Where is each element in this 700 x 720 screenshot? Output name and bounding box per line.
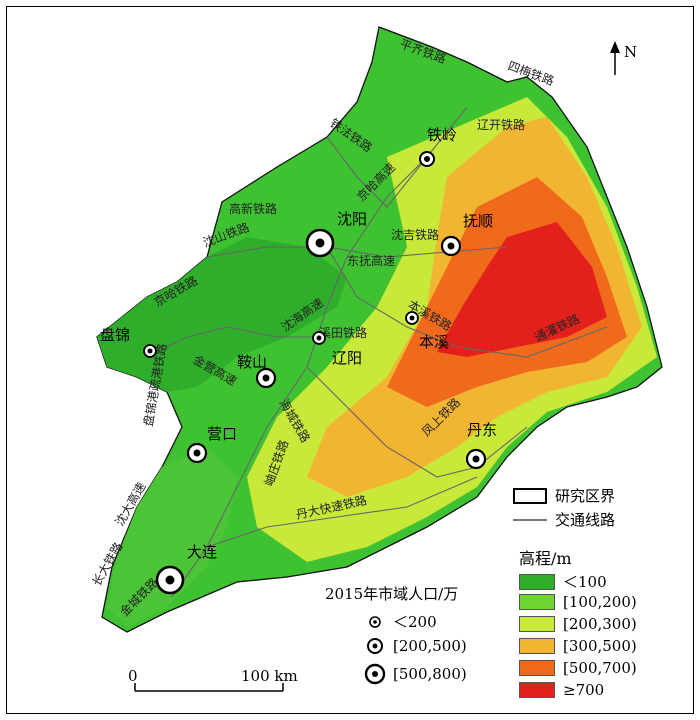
name-liaoyang: 辽阳 [332,349,362,367]
label-shenji: 沈吉铁路 [391,227,439,242]
elevation-class-label: [300,500) [563,637,637,655]
map-canvas: 平齐铁路 四梅铁路 辽开铁路 铁法铁路 京哈高速 高新铁路 沈山铁路 沈吉铁路 … [89,26,663,692]
elevation-swatch [519,660,555,676]
elevation-class-row: ≥700 [519,681,604,699]
legend-lines: 研究区界 交通线路 [513,483,693,533]
label-liaokai: 辽开铁路 [477,117,525,132]
map-frame: 平齐铁路 四梅铁路 辽开铁路 铁法铁路 京哈高速 高新铁路 沈山铁路 沈吉铁路 … [6,6,694,714]
elevation-swatch [519,682,555,698]
label-xixi: 溪田铁路 [319,325,367,340]
elevation-class-row: [300,500) [519,637,637,655]
label-dongfu: 东抚高速 [347,253,395,268]
elevation-title: 高程/m [519,549,572,568]
city-tieling [419,151,435,167]
city-panjin [143,344,157,358]
elevation-class-row: [500,700) [519,659,637,677]
boundary-swatch [513,487,547,504]
elevation-class-row: ＜100 [519,571,607,592]
name-yingkou: 营口 [207,425,237,443]
elevation-swatch [519,594,555,610]
scale-end: 100 km [241,667,298,685]
elevation-class-row: [100,200) [519,593,637,611]
pop-small-symbol [369,615,381,628]
north-label: N [624,43,637,61]
railway-line [326,246,608,358]
city-fushun [440,235,462,257]
name-fushun: 抚顺 [463,212,493,230]
city-benxi [405,311,419,325]
pop-class-large: [500,800) [363,663,467,685]
north-arrow: N [610,41,637,75]
traffic-swatch [513,518,547,521]
elevation-class-label: ＜100 [563,573,607,591]
railway-line [206,476,478,548]
legend-elevation: 高程/m ＜100 [100,200) [200,300) [300,500) [500… [519,545,689,710]
name-anshan: 鞍山 [237,353,267,371]
railway-line [326,136,428,208]
elevation-class-row: [200,300) [519,615,637,633]
name-panjin: 盘锦 [100,326,130,344]
legend-population: 2015年市域人口/万 ＜200 [200,500) [500,800) [325,583,515,693]
city-dandong [465,448,487,470]
legend-traffic-label: 交通线路 [555,511,616,529]
city-markers [143,151,487,595]
legend-boundary: 研究区界 [513,485,615,506]
lowland-zone [97,237,347,392]
elevation-class-label: ≥700 [563,681,605,699]
pop-class-medium: [200,500) [363,636,467,656]
name-tieling: 铁岭 [427,126,457,144]
pop-medium-label: [200,500) [393,637,467,655]
coastal-lowland [107,447,237,627]
legend-traffic: 交通线路 [513,509,615,530]
elevation-class-label: [200,300) [563,615,637,633]
name-dandong: 丹东 [467,421,497,439]
legend-boundary-label: 研究区界 [555,487,616,505]
name-shenyang: 沈阳 [337,210,367,228]
pop-large-label: [500,800) [393,665,467,683]
elevation-swatch [519,638,555,654]
population-title: 2015年市域人口/万 [325,585,459,603]
city-liaoyang [312,331,326,345]
scale-bar: 0 100 km [128,667,298,692]
city-shenyang [305,228,335,258]
elevation-class-label: [500,700) [563,659,637,677]
pop-large-symbol [364,663,386,685]
elevation-swatch [519,616,555,632]
name-dalian: 大连 [187,543,217,561]
city-dalian [155,565,185,595]
city-anshan [255,367,277,389]
pop-medium-symbol [367,638,383,654]
scale-zero: 0 [128,667,138,685]
elevation-swatch [519,573,555,590]
elevation-class-label: [100,200) [563,593,637,611]
pop-small-label: ＜200 [393,613,437,631]
high-mountain-zone [437,222,607,357]
city-yingkou [186,442,208,464]
label-gaoxin: 高新铁路 [229,201,277,216]
railway-line [146,326,317,358]
name-benxi: 本溪 [419,333,449,351]
pop-class-small: ＜200 [363,611,437,632]
study-area [96,26,663,633]
